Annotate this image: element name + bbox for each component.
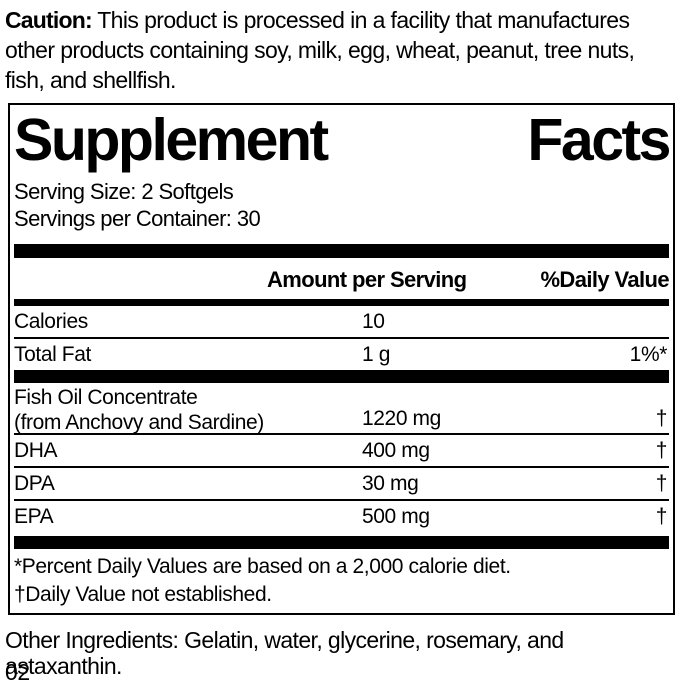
table-row-total-fat: Total Fat 1 g 1%* [14,339,669,370]
row-name: DHA [14,439,58,462]
row-amount: 1220 mg [362,407,441,430]
divider-bar-top [14,244,669,258]
row-name: Total Fat [14,343,91,366]
row-name: Calories [14,310,88,333]
footnote-daily-value-not-established: †Daily Value not established. [14,583,272,606]
table-row-dha: DHA 400 mg † [14,435,669,466]
footnotes: *Percent Daily Values are based on a 2,0… [14,549,669,608]
column-header-daily-value: %Daily Value [540,267,669,292]
row-name: DPA [14,472,55,495]
panel-title-word-supplement: Supplement [14,107,329,173]
caution-text-1: This product is processed in a facility … [91,7,630,33]
row-daily-value: † [655,472,668,495]
row-amount: 10 [362,310,385,333]
column-header-amount: Amount per Serving [267,267,467,292]
row-divider [14,337,669,339]
row-daily-value: † [655,439,668,462]
table-row-fish-oil-concentrate: Fish Oil Concentrate (from Anchovy and S… [14,383,669,434]
table-row-calories: Calories 10 [14,306,669,337]
row-name: EPA [14,505,54,528]
caution-label: Caution: [5,7,93,33]
table-row-dpa: DPA 30 mg † [14,468,669,499]
caution-line-2: other products containing soy, milk, egg… [5,37,635,63]
caution-paragraph: Caution: This product is processed in a … [5,5,665,95]
divider-bar-middle [14,370,669,383]
divider-bar-bottom [14,536,669,549]
serving-size-text: Serving Size: 2 Softgels [14,179,234,204]
footnote-percent-daily-values: *Percent Daily Values are based on a 2,0… [14,555,511,578]
servings-per-container-text: Servings per Container: 30 [14,206,261,231]
row-divider [14,499,669,501]
table-header-row: Amount per Serving %Daily Value [14,258,670,299]
other-ingredients-text: Other Ingredients: Gelatin, water, glyce… [5,627,564,679]
caution-line-3: fish, and shellfish. [5,67,176,93]
row-divider [14,433,669,435]
row-daily-value: 1%* [629,343,668,366]
row-divider [14,466,669,468]
caution-line-1: Caution: This product is processed in a … [5,5,665,35]
row-amount: 500 mg [362,505,430,528]
row-amount: 1 g [362,343,390,366]
panel-title: Supplement Facts [14,107,671,173]
divider-bar-header [14,299,669,306]
row-amount: 400 mg [362,439,430,462]
row-name: Fish Oil Concentrate [14,386,198,409]
table-row-epa: EPA 500 mg † [14,501,669,532]
row-daily-value: † [655,505,668,528]
lot-code: 02 [5,659,30,685]
panel-title-word-facts: Facts [527,107,671,173]
row-name-line2: (from Anchovy and Sardine) [14,411,264,434]
supplement-facts-panel: Supplement Facts Serving Size: 2 Softgel… [8,103,675,615]
row-amount: 30 mg [362,472,419,495]
row-daily-value: † [655,407,668,430]
